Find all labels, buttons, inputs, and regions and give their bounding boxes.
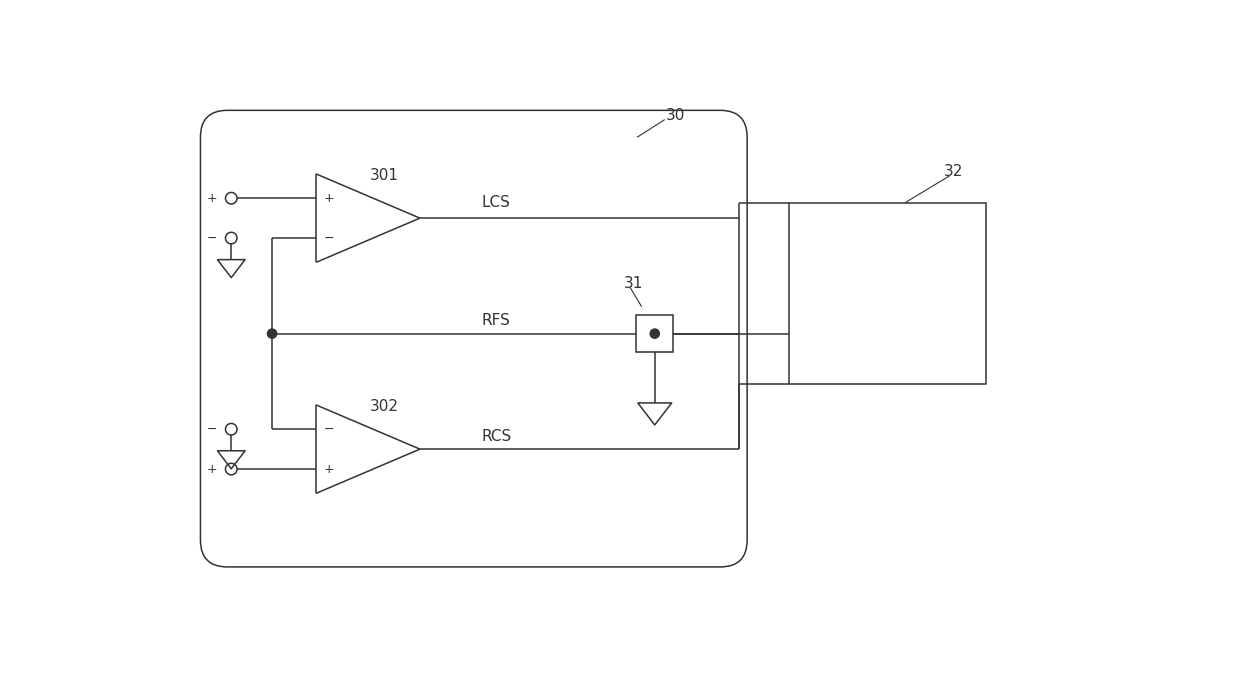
Text: +: +	[324, 192, 335, 205]
Text: 30: 30	[666, 108, 686, 123]
Text: LCS: LCS	[481, 195, 511, 210]
Text: +: +	[207, 192, 217, 205]
Text: RCS: RCS	[481, 428, 512, 443]
Text: 301: 301	[370, 168, 399, 183]
Circle shape	[650, 329, 660, 338]
Text: RFS: RFS	[481, 313, 511, 328]
Text: −: −	[324, 423, 335, 436]
Text: 32: 32	[944, 164, 963, 179]
Bar	[636, 315, 673, 352]
Circle shape	[268, 329, 277, 338]
Text: −: −	[207, 232, 217, 245]
Text: +: +	[207, 462, 217, 475]
Text: +: +	[324, 462, 335, 475]
Text: 31: 31	[624, 276, 644, 291]
Text: −: −	[207, 423, 217, 436]
Bar	[790, 203, 986, 384]
Text: 302: 302	[370, 399, 399, 414]
Text: −: −	[324, 232, 335, 245]
